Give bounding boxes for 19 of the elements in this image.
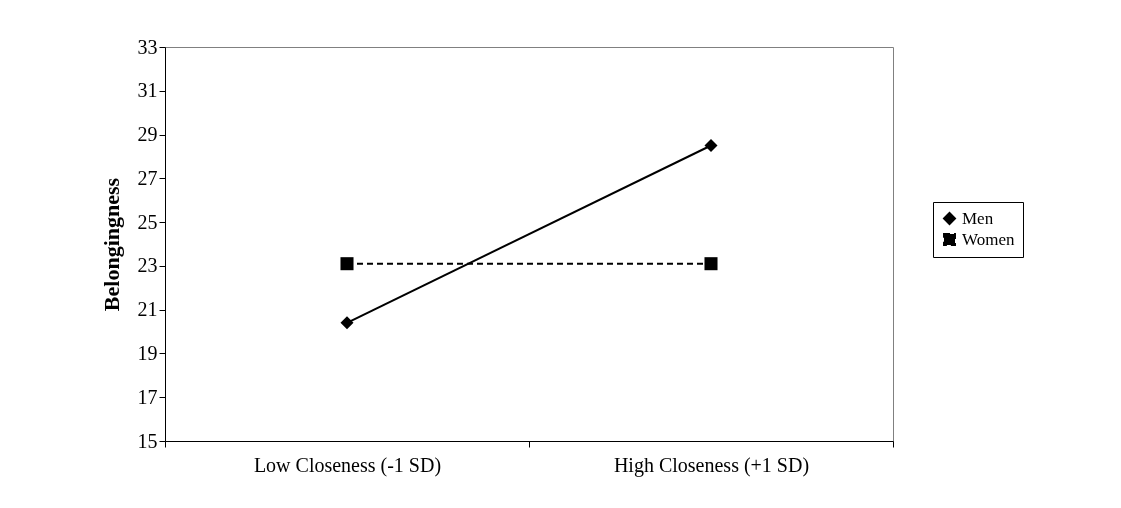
y-tick-label: 31 [137, 79, 158, 102]
y-tick-label: 25 [137, 210, 158, 233]
point [704, 138, 718, 153]
legend-label: Men [962, 208, 994, 228]
legend-label: Women [962, 229, 1015, 249]
y-tick-label: 19 [137, 341, 158, 364]
y-axis-title: Belongingness [98, 177, 124, 312]
x-tick-label: High Closeness (+1 SD) [613, 453, 810, 477]
y-tick-label: 23 [137, 254, 158, 277]
point [704, 257, 718, 271]
y-tick-label: 27 [137, 166, 158, 189]
y-tick-label: 15 [137, 429, 158, 452]
y-tick-label: 21 [137, 298, 158, 321]
y-tick-label: 17 [137, 385, 158, 408]
y-tick-label: 29 [137, 123, 158, 146]
point [340, 316, 354, 330]
x-tick-label: Low Closeness (-1 SD) [253, 453, 442, 477]
point [340, 257, 354, 271]
y-tick-label: 33 [137, 35, 158, 58]
